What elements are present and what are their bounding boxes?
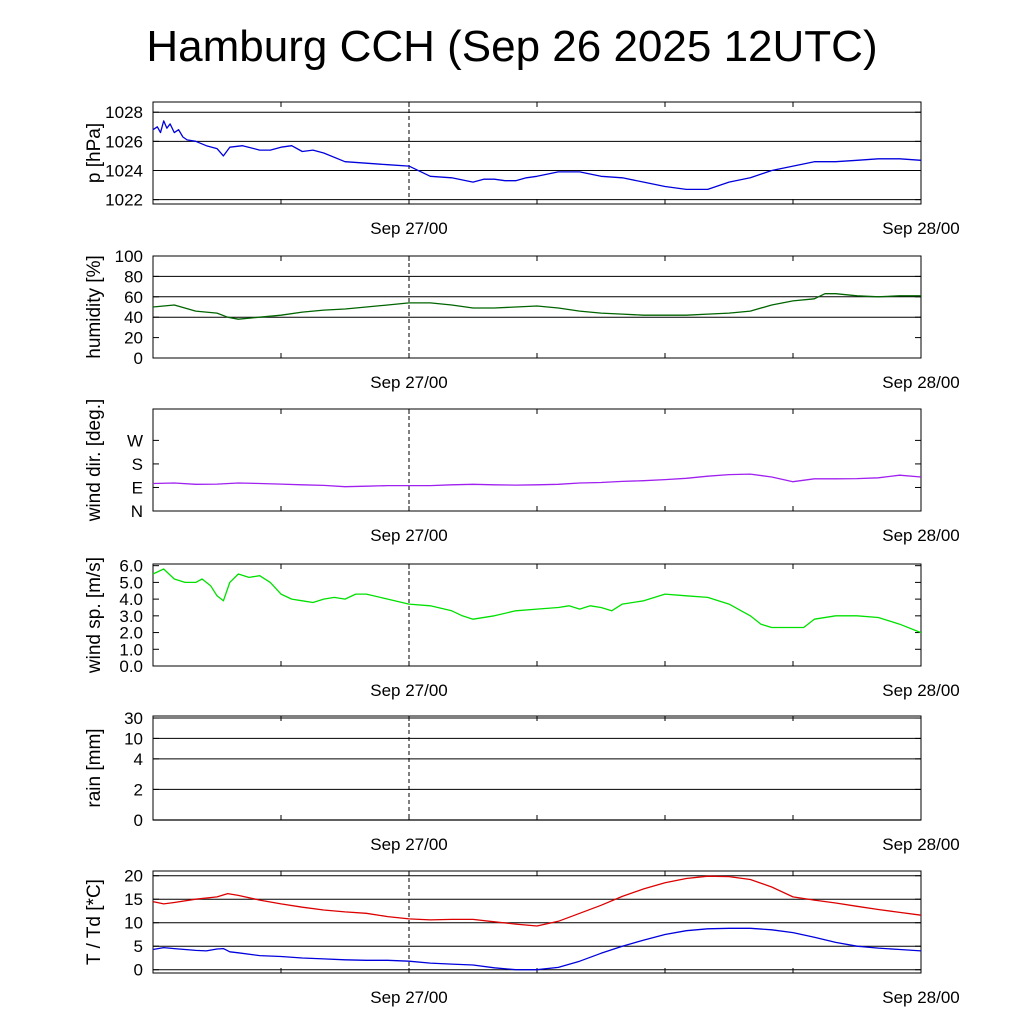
y-tick-label: 1022	[105, 191, 143, 210]
x-tick-label: Sep 28/00	[882, 373, 960, 392]
panel-6: 0 5 10 15 20 Sep 27/00 Sep 28/00 T / Td [*C]	[84, 867, 960, 1007]
series-line-6-2	[152, 927, 922, 971]
y-axis-label: humidity [%]	[84, 255, 105, 358]
chart-title: Hamburg CCH (Sep 26 2025 12UTC)	[146, 22, 878, 71]
y-tick-label: 1.0	[119, 640, 143, 659]
y-tick-label: 0	[134, 811, 143, 830]
y-axis-label: T / Td [*C]	[84, 879, 105, 965]
y-tick-label: 1024	[105, 161, 143, 180]
y-tick-label: 0	[134, 961, 143, 980]
y-tick-label: N	[131, 502, 143, 521]
panel-frame	[152, 101, 922, 205]
y-tick-label: 100	[115, 247, 143, 266]
panel-frame	[152, 408, 922, 512]
y-tick-label: 5	[134, 937, 143, 956]
x-tick-label: Sep 27/00	[370, 988, 448, 1007]
y-tick-label: 2.0	[119, 624, 143, 643]
x-tick-label: Sep 28/00	[882, 526, 960, 545]
y-tick-label: 3.0	[119, 607, 143, 626]
panel-frame	[152, 715, 922, 821]
y-tick-label: 10	[124, 729, 143, 748]
y-tick-label: 60	[124, 288, 143, 307]
y-tick-label: 2	[134, 780, 143, 799]
x-tick-label: Sep 27/00	[370, 681, 448, 700]
x-tick-label: Sep 28/00	[882, 988, 960, 1007]
y-tick-label: 80	[124, 267, 143, 286]
y-tick-label: 4	[134, 750, 143, 769]
y-tick-label: 15	[124, 890, 143, 909]
series-line-1-1	[152, 120, 922, 191]
y-tick-label: 30	[124, 709, 143, 728]
y-tick-label: S	[132, 455, 143, 474]
panel-1: 1022 1024 1026 1028 Sep 27/00 Sep 28/00 p [hPa…	[84, 101, 960, 238]
y-tick-label: 0	[134, 349, 143, 368]
y-axis-label: rain [mm]	[84, 728, 105, 807]
y-tick-label: 20	[124, 867, 143, 886]
series-line-2-1	[152, 293, 921, 320]
panel-frame	[152, 870, 922, 974]
y-tick-label: 1028	[105, 103, 143, 122]
y-tick-label: 10	[124, 914, 143, 933]
series-line-6-1	[152, 875, 922, 927]
x-tick-label: Sep 28/00	[882, 681, 960, 700]
y-axis-label: wind dir. [deg.]	[84, 399, 105, 523]
x-tick-label: Sep 27/00	[370, 373, 448, 392]
y-tick-label: 5.0	[119, 573, 143, 592]
x-tick-label: Sep 27/00	[370, 219, 448, 238]
panel-4: 0.01.02.03.04.05.06.0 Sep 27/00 Sep 28/00 w…	[84, 557, 960, 700]
y-axis-label: wind sp. [m/s]	[84, 557, 105, 674]
y-tick-label: 4.0	[119, 590, 143, 609]
x-tick-label: Sep 28/00	[882, 835, 960, 854]
y-tick-label: E	[132, 478, 143, 497]
y-tick-label: 1026	[105, 132, 143, 151]
panel-frame	[152, 563, 922, 667]
y-tick-label: 40	[124, 308, 143, 327]
y-axis-label: p [hPa]	[84, 123, 105, 183]
y-tick-label: 0.0	[119, 657, 143, 676]
x-tick-label: Sep 27/00	[370, 526, 448, 545]
y-tick-label: 6.0	[119, 557, 143, 576]
y-tick-label: W	[127, 431, 143, 450]
y-tick-label: 20	[124, 329, 143, 348]
series-line-4-1	[152, 568, 922, 634]
panel-frame	[152, 255, 922, 359]
series-line-3-1	[152, 473, 922, 488]
x-tick-label: Sep 27/00	[370, 835, 448, 854]
x-tick-label: Sep 28/00	[882, 219, 960, 238]
